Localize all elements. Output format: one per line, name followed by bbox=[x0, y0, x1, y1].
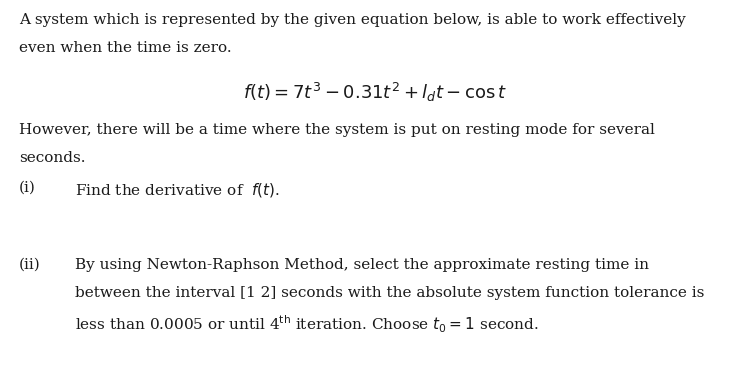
Text: even when the time is zero.: even when the time is zero. bbox=[19, 41, 231, 55]
Text: By using Newton-Raphson Method, select the approximate resting time in: By using Newton-Raphson Method, select t… bbox=[75, 258, 649, 272]
Text: $f(t) = 7t^3 - 0.31t^2 + l_dt - \cos t$: $f(t) = 7t^3 - 0.31t^2 + l_dt - \cos t$ bbox=[243, 81, 507, 104]
Text: less than 0.0005 or until 4$^{\mathrm{th}}$ iteration. Choose $t_0 = 1$ second.: less than 0.0005 or until 4$^{\mathrm{th… bbox=[75, 313, 538, 335]
Text: Find the derivative of  $f(t)$.: Find the derivative of $f(t)$. bbox=[75, 181, 280, 199]
Text: seconds.: seconds. bbox=[19, 151, 86, 165]
Text: A system which is represented by the given equation below, is able to work effec: A system which is represented by the giv… bbox=[19, 13, 686, 27]
Text: between the interval [1 2] seconds with the absolute system function tolerance i: between the interval [1 2] seconds with … bbox=[75, 286, 704, 300]
Text: (i): (i) bbox=[19, 181, 36, 195]
Text: (ii): (ii) bbox=[19, 258, 40, 272]
Text: However, there will be a time where the system is put on resting mode for severa: However, there will be a time where the … bbox=[19, 123, 655, 137]
